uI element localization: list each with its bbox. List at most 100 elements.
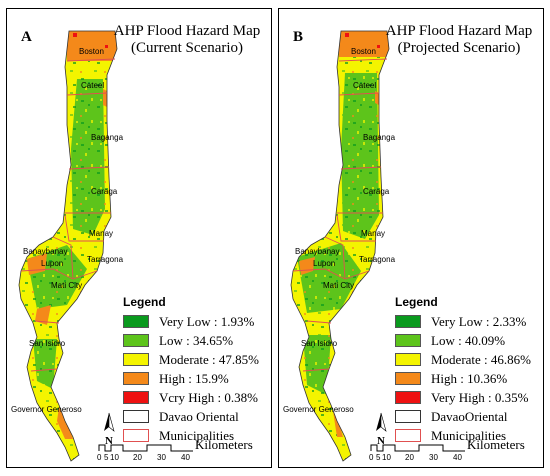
- map-title-line2: (Current Scenario): [130, 40, 244, 56]
- legend-item-low: Low : 40.09%: [391, 332, 541, 351]
- label-cateel: Cateel: [353, 81, 377, 90]
- legend-item-province: Davao Oriental: [119, 408, 269, 427]
- scale-tick: 20: [133, 453, 142, 462]
- legend-swatch: [395, 334, 421, 347]
- scale-tick: 10: [382, 453, 391, 462]
- scale-tick: 30: [157, 453, 166, 462]
- label-governor-generoso: Governor Generoso: [11, 405, 82, 414]
- legend-label: Moderate : 46.86%: [431, 352, 532, 367]
- label-manay: Manay: [361, 229, 386, 238]
- scale-tick: 20: [405, 453, 414, 462]
- legend-swatch: [395, 410, 421, 423]
- label-san-isidro: San Isidro: [301, 339, 338, 348]
- legend-item-high: High : 15.9%: [119, 370, 269, 389]
- map-panel-projected: B AHP Flood Hazard Map (Projected Scenar…: [278, 8, 544, 468]
- legend-label: Municipalities: [431, 428, 507, 443]
- north-label: N: [105, 435, 113, 447]
- legend-label: Low : 34.65%: [159, 333, 234, 348]
- label-banaybanay: Banaybanay: [295, 247, 340, 256]
- legend-item-moderate: Moderate : 47.85%: [119, 351, 269, 370]
- scale-bar-graphic: [98, 444, 193, 452]
- label-governor-generoso: Governor Generoso: [283, 405, 354, 414]
- map-title: AHP Flood Hazard Map (Projected Scenario…: [379, 23, 539, 57]
- legend-item-high: High : 10.36%: [391, 370, 541, 389]
- label-banaybanay: Banaybanay: [23, 247, 68, 256]
- scale-unit: Kilometers: [467, 437, 525, 452]
- flood-hazard-map-projected: [290, 30, 390, 462]
- scale-tick: 0: [369, 453, 374, 462]
- label-boston: Boston: [351, 47, 376, 56]
- label-san-isidro: San Isidro: [29, 339, 66, 348]
- legend-label: Davao Oriental: [159, 409, 239, 424]
- scale-tick: 40: [453, 453, 462, 462]
- label-mati: Mati City: [323, 281, 355, 290]
- map-title-line1: AHP Flood Hazard Map: [113, 23, 261, 39]
- label-tarragona: Tarragona: [359, 255, 396, 264]
- legend-swatch: [123, 315, 149, 328]
- label-lupon: Lupon: [41, 259, 64, 268]
- legend-swatch: [123, 410, 149, 423]
- scale-tick: 40: [181, 453, 190, 462]
- label-caraga: Caraga: [363, 187, 390, 196]
- legend: Legend Very Low : 2.33% Low : 40.09% Mod…: [391, 295, 541, 446]
- legend-title: Legend: [395, 295, 438, 309]
- panel-letter: A: [21, 29, 32, 45]
- panel-letter: B: [293, 29, 304, 45]
- scale-bar-graphic: [370, 444, 465, 452]
- legend-item-low: Low : 34.65%: [119, 332, 269, 351]
- scale-tick: 0: [97, 453, 102, 462]
- label-manay: Manay: [89, 229, 114, 238]
- label-lupon: Lupon: [313, 259, 336, 268]
- scale-tick: 30: [429, 453, 438, 462]
- scale-tick: 5: [104, 453, 109, 462]
- legend: Legend Very Low : 1.93% Low : 34.65% Mod…: [119, 295, 269, 446]
- legend-swatch: [123, 334, 149, 347]
- label-caraga: Caraga: [91, 187, 118, 196]
- legend-swatch: [123, 391, 149, 404]
- legend-item-very-high: Very High : 0.35%: [391, 389, 541, 408]
- label-baganga: Baganga: [363, 133, 396, 142]
- legend-label: Very Low : 1.93%: [159, 314, 255, 329]
- north-arrow: [104, 412, 115, 432]
- scale-unit: Kilometers: [195, 437, 253, 452]
- legend-item-municipalities: Municipalities: [391, 427, 541, 446]
- legend-label: Municipalities: [159, 428, 235, 443]
- legend-swatch: [395, 391, 421, 404]
- legend-label: Very Low : 2.33%: [431, 314, 527, 329]
- legend-label: High : 10.36%: [431, 371, 508, 386]
- legend-swatch: [123, 372, 149, 385]
- legend-item-very-low: Very Low : 1.93%: [119, 313, 269, 332]
- legend-item-very-high: Vcry High : 0.38%: [119, 389, 269, 408]
- legend-item-province: DavaoOriental: [391, 408, 541, 427]
- legend-label: High : 15.9%: [159, 371, 229, 386]
- map-title: AHP Flood Hazard Map (Current Scenario): [107, 23, 267, 57]
- legend-swatch: [123, 353, 149, 366]
- label-boston: Boston: [79, 47, 104, 56]
- scale-bar: N Kilometers 0 5 10 20 30 40: [367, 429, 542, 465]
- legend-item-very-low: Very Low : 2.33%: [391, 313, 541, 332]
- legend-swatch: [395, 372, 421, 385]
- legend-label: Very High : 0.35%: [431, 390, 529, 405]
- north-label: N: [377, 435, 385, 447]
- legend-label: DavaoOriental: [431, 409, 508, 424]
- legend-title: Legend: [123, 295, 166, 309]
- legend-swatch: [123, 429, 149, 442]
- map-title-line2: (Projected Scenario): [397, 40, 521, 56]
- flood-hazard-map-current: [18, 30, 118, 462]
- scale-tick: 5: [376, 453, 381, 462]
- legend-label: Moderate : 47.85%: [159, 352, 260, 367]
- label-baganga: Baganga: [91, 133, 124, 142]
- scale-bar: N Kilometers 0 5 10 20 30 40: [95, 429, 270, 465]
- legend-label: Vcry High : 0.38%: [159, 390, 258, 405]
- label-cateel: Cateel: [81, 81, 105, 90]
- map-panel-current: A AHP Flood Hazard Map (Current Scenario…: [6, 8, 272, 468]
- label-tarragona: Tarragona: [87, 255, 124, 264]
- legend-swatch: [395, 315, 421, 328]
- legend-swatch: [395, 429, 421, 442]
- legend-label: Low : 40.09%: [431, 333, 506, 348]
- scale-tick: 10: [110, 453, 119, 462]
- legend-item-municipalities: Municipalities: [119, 427, 269, 446]
- north-arrow: [376, 412, 387, 432]
- legend-swatch: [395, 353, 421, 366]
- label-mati: Mati City: [51, 281, 83, 290]
